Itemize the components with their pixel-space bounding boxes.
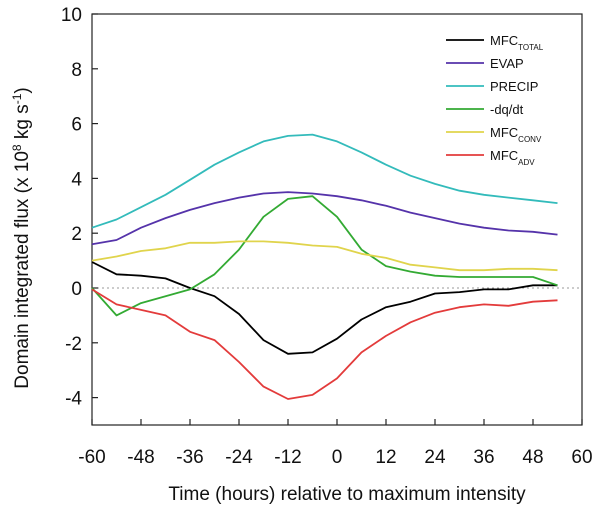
legend-name: MFC xyxy=(490,125,518,140)
legend-subscript: TOTAL xyxy=(518,43,544,52)
legend-subscript: ADV xyxy=(518,158,535,167)
y-tick-label: 0 xyxy=(71,279,82,300)
legend-name: -dq/dt xyxy=(490,102,524,117)
legend-label-mfc-adv: MFCADV xyxy=(490,148,535,167)
series-line-evap xyxy=(91,191,558,246)
x-axis-title: Time (hours) relative to maximum intensi… xyxy=(168,484,526,505)
y-axis-title-close: ) xyxy=(12,87,33,93)
series-line-mfc-adv xyxy=(91,288,558,400)
legend-label-dq-dt: -dq/dt xyxy=(490,102,524,117)
x-tick-label: -12 xyxy=(274,447,301,468)
legend-label-mfc-conv: MFCCONV xyxy=(490,125,542,144)
legend-label-mfc-total: MFCTOTAL xyxy=(490,33,544,52)
y-tick-label: -4 xyxy=(65,389,82,410)
x-tick-label: -60 xyxy=(78,447,105,468)
y-axis-title-unit-exp: -1 xyxy=(10,93,24,104)
legend-name: EVAP xyxy=(490,56,524,71)
x-tick-label: -48 xyxy=(127,447,154,468)
legend-label-evap: EVAP xyxy=(490,56,524,71)
y-tick-label: 2 xyxy=(71,224,82,245)
x-tick-label: 12 xyxy=(375,447,396,468)
y-tick-label: 4 xyxy=(71,169,82,190)
y-tick-label: 6 xyxy=(71,115,82,136)
y-tick-label: -2 xyxy=(65,334,82,355)
legend-name: MFC xyxy=(490,148,518,163)
y-axis-title-unit: kg s xyxy=(12,104,33,144)
y-tick-label: 10 xyxy=(61,5,82,26)
x-axis-ticks: -60 -48 -36 -24 -12 0 12 24 36 48 60 xyxy=(78,419,593,468)
series-line-mfc-conv xyxy=(91,240,558,272)
x-tick-label: 36 xyxy=(473,447,494,468)
x-tick-label: 0 xyxy=(332,447,343,468)
y-axis-ticks: -4 -2 0 2 4 6 8 10 xyxy=(61,5,98,410)
x-tick-label: 48 xyxy=(522,447,543,468)
y-axis-title-main: Domain integrated flux (x 10 xyxy=(12,151,33,389)
x-tick-label: -24 xyxy=(225,447,253,468)
legend-name: PRECIP xyxy=(490,79,538,94)
legend-label-precip: PRECIP xyxy=(490,79,538,94)
y-axis-title-exp: 8 xyxy=(10,144,24,151)
series-line-mfc-total xyxy=(91,261,558,355)
x-tick-label: 60 xyxy=(571,447,592,468)
series-line-precip xyxy=(91,133,558,229)
series-lines xyxy=(91,133,558,400)
legend-name: MFC xyxy=(490,33,518,48)
x-tick-label: 24 xyxy=(424,447,446,468)
legend-subscript: CONV xyxy=(518,135,542,144)
y-axis-title: Domain integrated flux (x 108 kg s-1) xyxy=(10,87,33,388)
x-tick-label: -36 xyxy=(176,447,203,468)
series-line-dq-dt xyxy=(91,195,558,317)
plot-frame xyxy=(91,13,583,426)
y-tick-label: 8 xyxy=(71,60,82,81)
